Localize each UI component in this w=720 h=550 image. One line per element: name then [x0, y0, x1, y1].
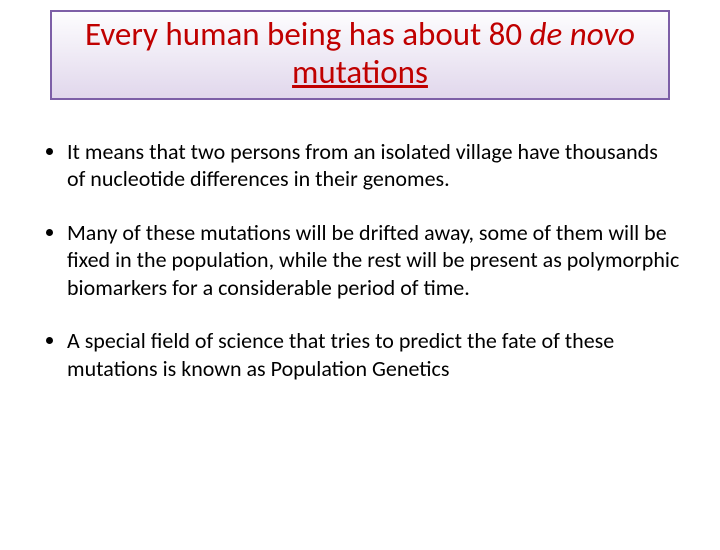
bullet-item: Many of these mutations will be drifted … [40, 219, 680, 302]
bullet-dot-icon [46, 229, 53, 236]
bullet-dot-icon [46, 148, 53, 155]
slide: Every human being has about 80 de novo m… [0, 10, 720, 550]
slide-body: It means that two persons from an isolat… [30, 138, 690, 383]
bullet-dot-icon [46, 337, 53, 344]
title-segment: de novo [530, 14, 635, 54]
bullet-text: A special field of science that tries to… [67, 327, 680, 382]
bullet-item: A special field of science that tries to… [40, 327, 680, 382]
bullet-item: It means that two persons from an isolat… [40, 138, 680, 193]
title-segment: Every human being has about 80 [85, 14, 530, 54]
bullet-text: Many of these mutations will be drifted … [67, 219, 680, 302]
slide-title: Every human being has about 80 de novo m… [62, 16, 658, 92]
title-segment: mutations [292, 52, 428, 92]
bullet-text: It means that two persons from an isolat… [67, 138, 680, 193]
title-box: Every human being has about 80 de novo m… [50, 10, 670, 100]
